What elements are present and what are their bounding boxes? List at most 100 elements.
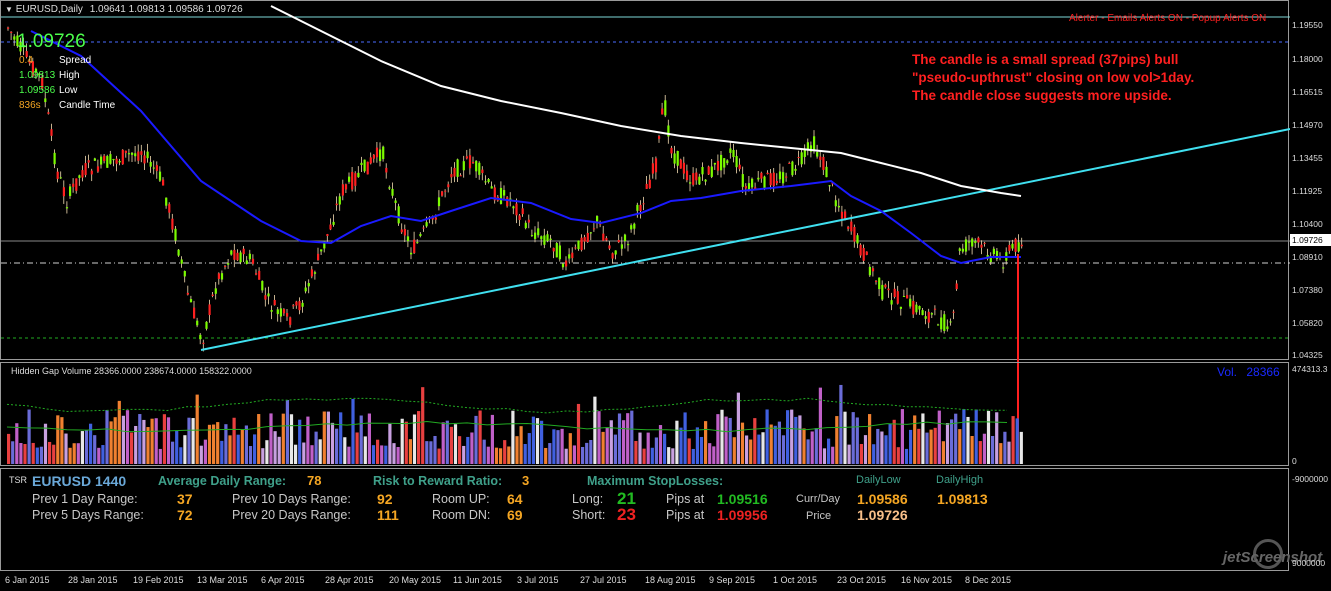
candle-body <box>611 253 614 259</box>
candle-body <box>434 217 437 220</box>
volume-bar <box>117 400 121 464</box>
candle-body <box>642 203 645 205</box>
candle-body <box>196 320 199 326</box>
candle-body <box>974 241 977 243</box>
candle-body <box>186 292 189 295</box>
candle-body <box>515 203 518 216</box>
volume-bar <box>203 439 207 464</box>
info-spread-label: Spread <box>59 55 92 66</box>
candle-body <box>1002 267 1005 269</box>
annotation-line-1: The candle is a small spread (37pips) bu… <box>912 52 1179 67</box>
candle-body <box>261 280 264 291</box>
date-label: 27 Jul 2015 <box>580 575 627 585</box>
volume-bar <box>441 422 445 464</box>
prev1-label: Prev 1 Day Range: <box>32 492 138 506</box>
prev1-value: 37 <box>177 491 193 507</box>
volume-panel[interactable]: Hidden Gap Volume 28366.0000 238674.0000… <box>0 362 1289 466</box>
candle-body <box>28 61 31 64</box>
candle-body <box>819 156 822 160</box>
candle-body <box>375 147 379 158</box>
candle-body <box>977 237 980 243</box>
volume-bar <box>277 436 281 464</box>
volume-bar <box>289 414 294 464</box>
volume-bar <box>806 439 810 464</box>
volume-bar <box>150 418 154 464</box>
candle-body <box>732 149 735 158</box>
candle-body <box>224 266 227 268</box>
candle-body <box>245 260 248 265</box>
volume-bar <box>60 417 64 464</box>
candle-body <box>955 283 958 290</box>
candle-body <box>81 170 84 178</box>
volume-chart-svg[interactable] <box>1 363 1290 467</box>
volume-bar <box>1003 431 1007 464</box>
volume-bar <box>556 430 560 464</box>
tsr-panel[interactable]: TSR EURUSD 1440 Average Daily Range: 78 … <box>0 468 1322 571</box>
volume-bar <box>265 440 269 464</box>
dailylow-value: 1.09586 <box>857 491 908 507</box>
candle-body <box>682 162 685 174</box>
candle-body <box>174 228 177 241</box>
date-axis[interactable]: 6 Jan 2015 28 Jan 2015 19 Feb 2015 13 Ma… <box>0 572 1289 591</box>
volume-bar <box>769 424 773 464</box>
candle-body <box>180 259 183 264</box>
candle-body <box>484 181 487 183</box>
candle-body <box>100 156 103 165</box>
volume-bar <box>970 436 974 464</box>
candle-body <box>1011 243 1014 249</box>
candle-body <box>775 180 778 184</box>
candle-body <box>583 237 586 242</box>
chart-menu-arrow-icon[interactable]: ▼ <box>5 5 13 14</box>
candle-body <box>543 235 546 245</box>
symbol-timeframe: EURUSD,Daily <box>15 4 83 15</box>
volume-bar <box>23 444 27 464</box>
room-up-value: 64 <box>507 491 523 507</box>
candle-body <box>168 204 171 213</box>
price-chart-svg[interactable] <box>1 1 1290 361</box>
candle-body <box>623 234 627 242</box>
candle-body <box>707 166 710 175</box>
candle-body <box>924 316 927 319</box>
volume-bar <box>257 414 261 464</box>
candle-body <box>887 288 890 291</box>
volume-bar <box>384 445 388 464</box>
volume-bar <box>810 431 814 464</box>
candle-body <box>549 238 552 241</box>
info-high-value: 1.09813 <box>19 70 56 81</box>
volume-bar <box>109 421 113 464</box>
volume-bar <box>802 428 806 464</box>
volume-bar <box>786 410 790 464</box>
price-label: 1.19550 <box>1292 20 1323 30</box>
volume-bar <box>228 435 232 464</box>
candle-body <box>540 236 543 240</box>
candle-body <box>47 112 50 114</box>
candle-body <box>850 221 853 232</box>
volume-bar <box>794 416 798 464</box>
volume-bar <box>740 422 745 464</box>
volume-bar <box>400 418 404 464</box>
candle-body <box>397 206 400 224</box>
candle-body <box>165 197 168 206</box>
volume-bar <box>76 443 80 464</box>
candle-body <box>654 158 658 173</box>
candle-body <box>927 311 930 323</box>
candle-body <box>751 178 754 188</box>
price-chart-panel[interactable]: ▼ EURUSD,Daily 1.09641 1.09813 1.09586 1… <box>0 0 1290 361</box>
volume-bar <box>359 415 363 464</box>
volume-bar <box>72 443 76 464</box>
prev5-label: Prev 5 Days Range: <box>32 508 144 522</box>
price-axis[interactable]: 1.19550 1.18000 1.16515 1.14970 1.13455 … <box>1290 0 1331 360</box>
candle-body <box>1008 244 1011 251</box>
volume-bar <box>97 447 101 464</box>
prev5-value: 72 <box>177 507 193 523</box>
candle-body <box>270 310 273 312</box>
candle-body <box>50 129 53 136</box>
volume-bar <box>699 436 704 464</box>
candle-body <box>735 155 738 168</box>
tsr-tag: TSR <box>9 475 27 485</box>
info-high-label: High <box>59 70 80 81</box>
candle-body <box>961 248 964 252</box>
candle-body <box>211 294 214 296</box>
candle-body <box>357 172 360 178</box>
candle-body <box>258 270 261 280</box>
